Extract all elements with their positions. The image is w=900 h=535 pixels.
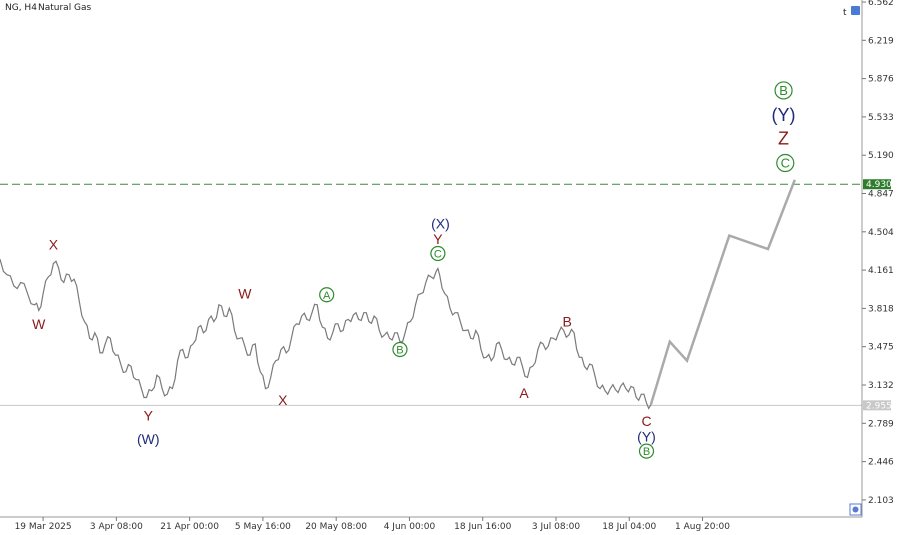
wave-label-circle — [774, 81, 793, 100]
x-tick-label: 5 May 16:00 — [235, 522, 291, 532]
x-tick-label: 21 Apr 00:00 — [160, 522, 219, 532]
y-tick-label: 6.562 — [868, 0, 894, 8]
wave-label-circle — [638, 443, 655, 459]
y-tick-label: 5.190 — [868, 151, 894, 161]
wave-label: W — [32, 316, 46, 332]
current-price-tag-text: 2.955 — [866, 401, 892, 411]
settings-icon[interactable] — [849, 503, 862, 516]
horizontal-lines: 2.955 4.930 — [0, 179, 892, 411]
y-tick-label: 3.818 — [868, 304, 894, 314]
trade-icon[interactable]: t — [843, 6, 860, 18]
y-tick-label: 4.161 — [868, 266, 894, 276]
wave-label-circle — [319, 287, 335, 303]
y-tick-label: 4.504 — [868, 228, 894, 238]
wave-label-circled: B — [638, 443, 655, 459]
projection-series — [649, 179, 796, 406]
y-tick-label: 4.847 — [868, 190, 894, 200]
y-tick-label: 2.103 — [868, 496, 894, 506]
wave-label: A — [519, 385, 529, 401]
x-tick-label: 19 Mar 2025 — [15, 522, 72, 532]
y-tick-label: 2.789 — [868, 419, 894, 429]
wave-label-text: C — [434, 248, 442, 260]
x-tick-label: 3 Apr 08:00 — [90, 522, 143, 532]
target-level-tag-text: 4.930 — [866, 180, 892, 190]
current-price-tag: 2.955 — [863, 400, 892, 411]
wave-label-circled: C — [776, 153, 795, 173]
wave-label: (X) — [431, 215, 450, 231]
wave-label: (W) — [137, 431, 160, 447]
x-tick-label: 18 Jun 16:00 — [454, 522, 511, 532]
wave-label: (Y) — [772, 105, 796, 125]
trade-icon-box — [851, 6, 860, 15]
wave-label: W — [238, 286, 252, 302]
x-tick-label: 4 Jun 00:00 — [384, 522, 436, 532]
x-tick-label: 1 Aug 20:00 — [675, 522, 730, 532]
wave-label: (Y) — [637, 429, 656, 445]
instrument-name: Natural Gas — [38, 3, 92, 13]
x-tick-label: 3 Jul 08:00 — [532, 522, 581, 532]
price-line — [0, 258, 652, 410]
wave-label-circle — [776, 153, 795, 173]
wave-label-text: B — [396, 345, 403, 357]
y-tick-label: 5.533 — [868, 113, 894, 123]
wave-label-circle — [430, 245, 446, 262]
trade-icon-label: t — [843, 8, 847, 18]
target-level-tag-box — [863, 179, 891, 190]
wave-label: Y — [433, 231, 443, 247]
wave-label: X — [278, 392, 288, 408]
x-tick-label: 20 May 08:00 — [305, 522, 367, 532]
y-tick-label: 2.446 — [868, 458, 894, 468]
wave-label: Z — [778, 129, 789, 149]
y-tick-label: 6.219 — [868, 36, 894, 46]
wave-label-text: A — [323, 290, 331, 302]
wave-label: Y — [144, 407, 154, 423]
symbol-text: NG, H4 — [5, 3, 37, 13]
x-tick-label: 18 Jul 04:00 — [602, 522, 656, 532]
target-level-tag: 4.930 — [863, 179, 892, 190]
wave-label-circled: B — [774, 81, 793, 100]
gear-icon — [852, 506, 859, 513]
price-series — [0, 258, 652, 410]
x-axis: 19 Mar 2025 3 Apr 08:00 21 Apr 00:00 5 May … — [0, 516, 862, 532]
y-tick-label: 3.475 — [868, 343, 894, 353]
y-tick-label: 5.876 — [868, 75, 894, 85]
wave-label-circled: B — [392, 341, 408, 358]
projection-line — [649, 179, 796, 406]
wave-label: B — [563, 314, 572, 330]
wave-label-text: B — [779, 83, 788, 98]
current-price-tag-box — [863, 400, 891, 411]
wave-label-circle — [392, 341, 408, 358]
wave-label: C — [641, 413, 651, 429]
wave-label-circled: C — [430, 245, 446, 262]
wave-label: X — [49, 237, 59, 253]
wave-label-text: B — [643, 446, 650, 458]
wave-label-circled: A — [319, 287, 335, 303]
y-tick-label: 3.132 — [868, 381, 894, 391]
wave-label-text: C — [781, 156, 790, 171]
y-axis: 6.562 6.219 5.876 5.533 5.190 4.847 4.504 4.161… — [861, 0, 894, 517]
